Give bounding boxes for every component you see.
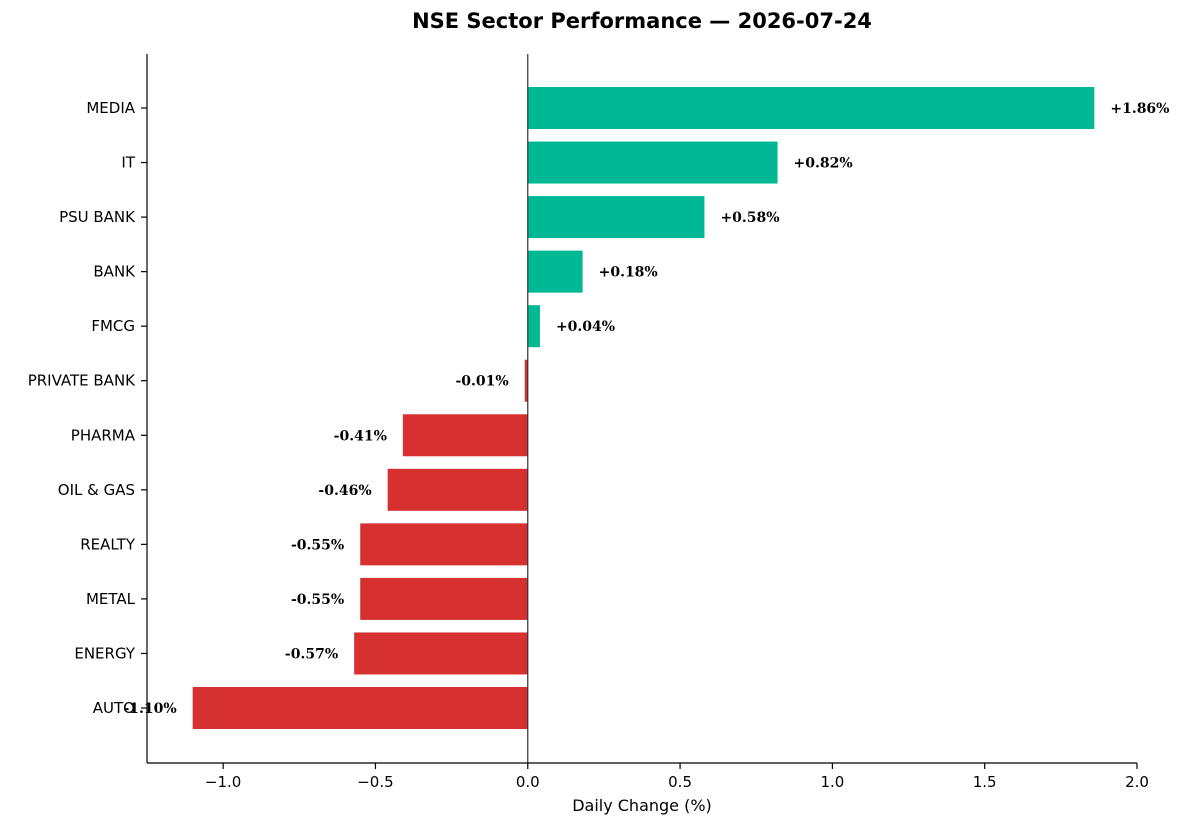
category-label-oil-gas: OIL & GAS	[58, 481, 135, 499]
chart-title: NSE Sector Performance — 2026-07-24	[412, 9, 872, 33]
value-label-fmcg: +0.04%	[556, 319, 615, 335]
bar-fmcg	[527, 305, 540, 348]
x-tick-label: −0.5	[357, 773, 393, 791]
bar-it	[527, 141, 778, 184]
value-label-private-bank: -0.01%	[456, 374, 509, 390]
bar-pharma	[402, 414, 528, 457]
bar-metal	[360, 577, 528, 620]
axes-layer	[146, 54, 1137, 764]
value-label-realty: -0.55%	[291, 537, 344, 553]
x-tick-label: 0.5	[668, 773, 692, 791]
bar-auto	[192, 687, 528, 729]
x-tick-label: 2.0	[1125, 773, 1149, 791]
value-label-oil-gas: -0.46%	[318, 483, 371, 499]
value-label-metal: -0.55%	[291, 592, 344, 608]
x-tick-label: −1.0	[205, 773, 241, 791]
value-label-auto: -1.10%	[123, 701, 176, 717]
category-label-pharma: PHARMA	[71, 426, 136, 444]
category-label-auto: AUTO	[93, 699, 135, 717]
value-label-media: +1.86%	[1110, 101, 1169, 117]
bar-psu-bank	[527, 196, 705, 239]
value-label-bank: +0.18%	[599, 265, 658, 281]
category-label-realty: REALTY	[80, 535, 136, 553]
bars-layer	[192, 87, 1095, 729]
x-axis-ticks: −1.0 −0.5 0.0 0.5 1.0 1.5 2.0	[205, 763, 1149, 791]
bar-media	[527, 87, 1095, 129]
bar-energy	[354, 632, 528, 675]
bar-bank	[527, 250, 583, 293]
category-label-it: IT	[121, 154, 135, 172]
category-label-metal: METAL	[86, 590, 136, 608]
category-label-psu-bank: PSU BANK	[59, 208, 136, 226]
value-label-pharma: -0.41%	[334, 428, 387, 444]
bar-oil-gas	[387, 468, 528, 511]
x-tick-label: 1.5	[973, 773, 997, 791]
x-tick-label: 1.0	[820, 773, 844, 791]
category-label-fmcg: FMCG	[91, 317, 135, 335]
category-label-media: MEDIA	[86, 99, 135, 117]
x-axis-label: Daily Change (%)	[572, 796, 712, 815]
value-label-energy: -0.57%	[285, 646, 338, 662]
y-axis-ticks: MEDIA IT PSU BANK BANK FMCG PRIVATE BANK PHARM…	[28, 99, 147, 717]
value-labels-layer: +1.86% +0.82% +0.58% +0.18% +0.04% -0.01% -0.4…	[123, 101, 1169, 717]
value-label-it: +0.82%	[794, 156, 853, 172]
bar-realty	[360, 523, 528, 566]
category-label-bank: BANK	[93, 263, 136, 281]
category-label-energy: ENERGY	[74, 644, 135, 662]
bar-private-bank	[524, 359, 528, 402]
x-tick-label: 0.0	[516, 773, 540, 791]
category-label-private-bank: PRIVATE BANK	[28, 372, 136, 390]
value-label-psu-bank: +0.58%	[720, 210, 779, 226]
